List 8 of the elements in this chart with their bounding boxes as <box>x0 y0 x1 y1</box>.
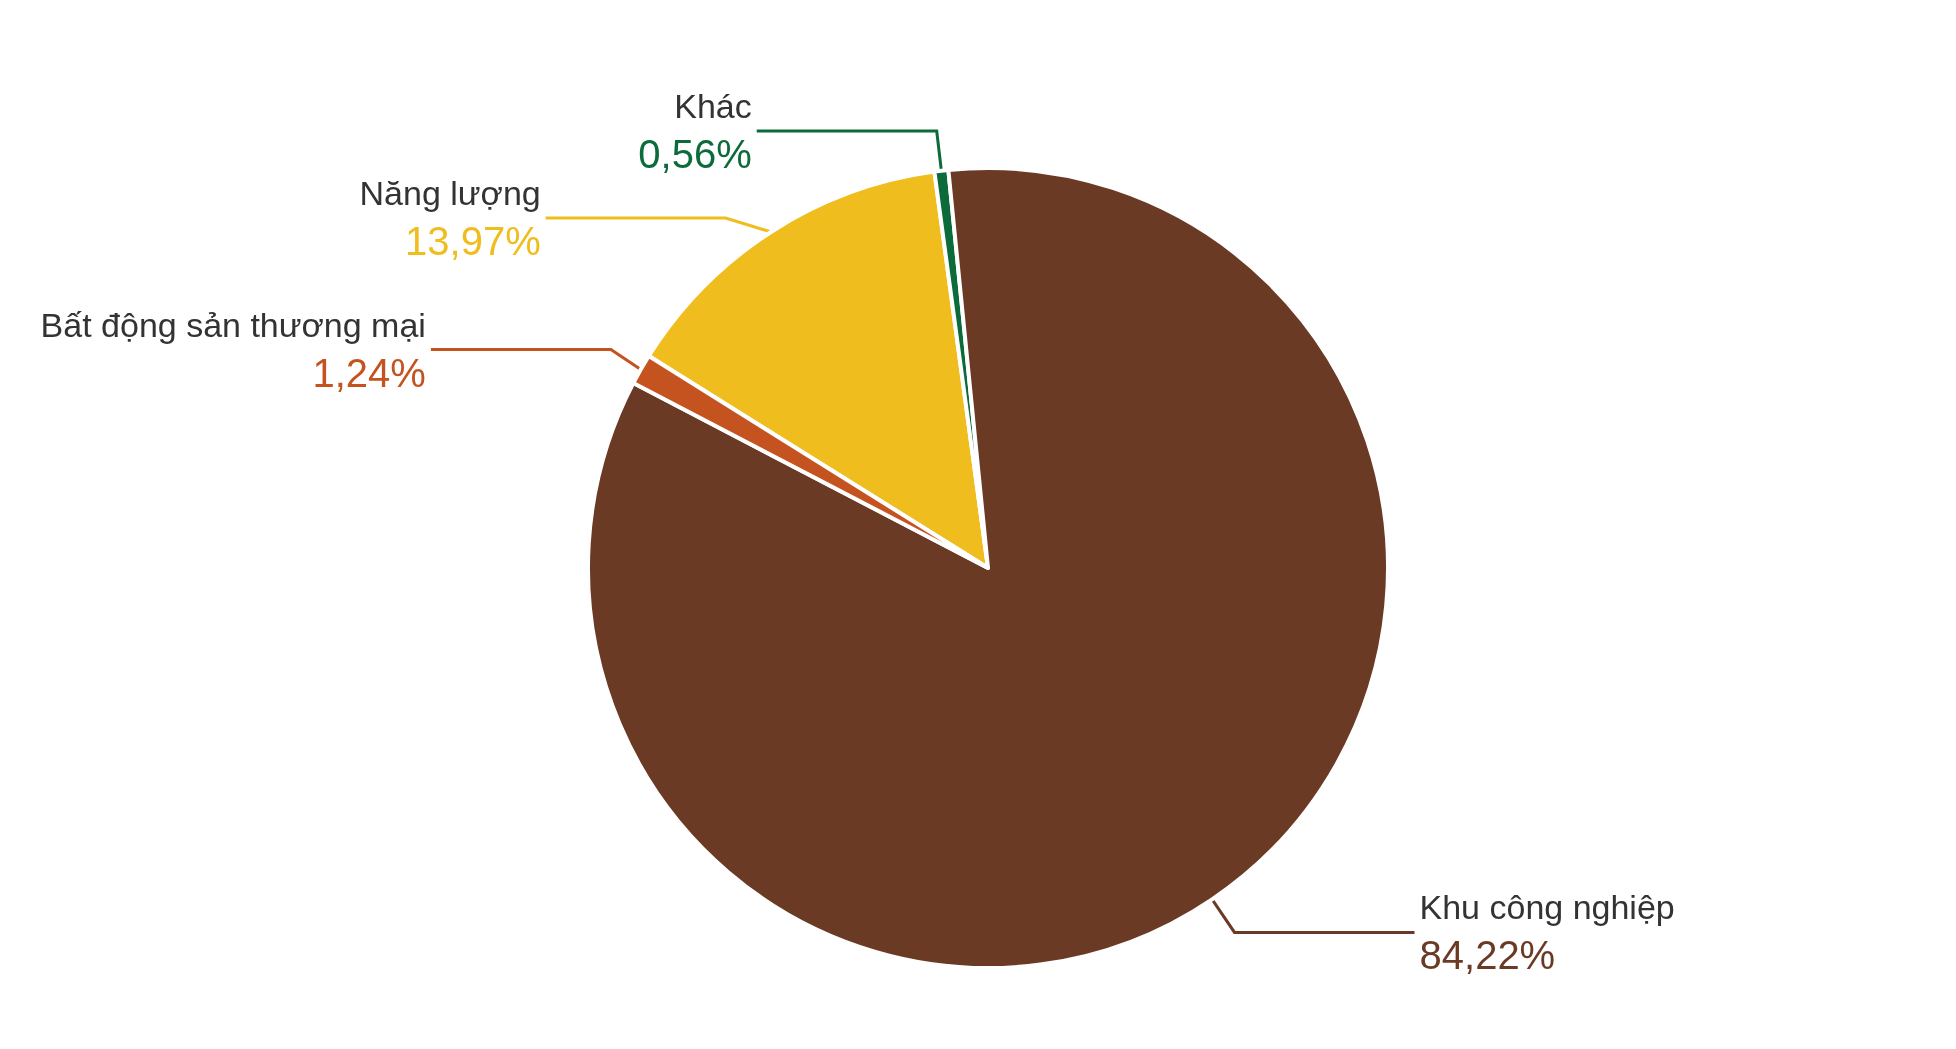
data-label: 0,56% <box>638 132 752 176</box>
slice-label: Khác <box>674 87 752 125</box>
data-label: 13,97% <box>405 219 541 263</box>
data-label: 1,24% <box>312 350 426 395</box>
slice-label: Khu công nghiệp <box>1419 888 1675 927</box>
data-label: 84,22% <box>1419 933 1556 978</box>
slice-label: Năng lượng <box>359 174 541 212</box>
slice-label: Bất động sản thương mại <box>40 305 426 344</box>
